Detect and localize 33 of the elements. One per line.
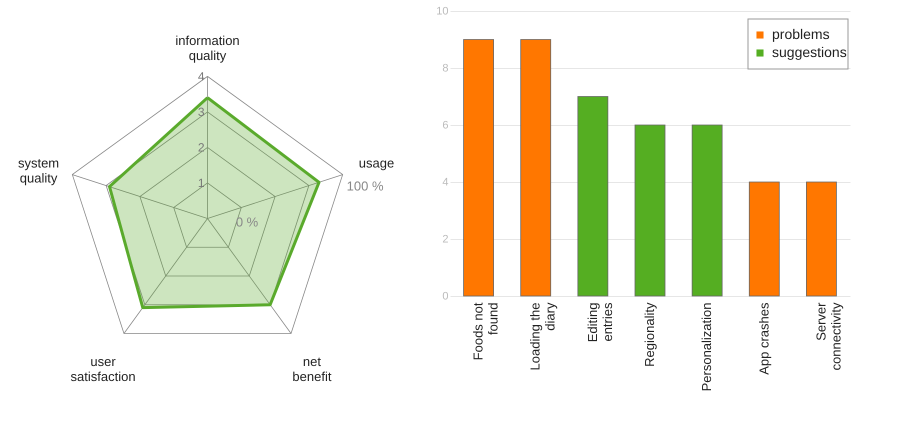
y-tick-label: 4 <box>198 69 205 84</box>
x-tick-label: Regionality <box>642 302 657 367</box>
legend-label: problems <box>772 26 830 42</box>
bar <box>463 39 494 296</box>
text: 0 % <box>236 214 259 230</box>
spoke-label: user satisfaction <box>70 354 136 384</box>
bar <box>577 96 608 296</box>
spoke-label: information quality <box>175 32 240 63</box>
bar <box>748 182 780 296</box>
y-tick-label: 3 <box>198 104 205 119</box>
legend-label: suggestions <box>772 44 847 60</box>
x-tick-label: Foods not found <box>470 302 501 360</box>
y-tick-label: 1 <box>198 176 205 190</box>
y-tick-label: 6 <box>442 120 448 132</box>
y-tick-label: 10 <box>436 6 448 18</box>
y-tick-label: 8 <box>442 62 448 74</box>
y-tick-label: 0 <box>442 290 448 302</box>
bar <box>806 182 837 296</box>
bar <box>692 124 723 296</box>
x-tick-label: App crashes <box>756 302 772 375</box>
text: 100 % <box>346 178 384 194</box>
y-tick-label: 2 <box>198 140 205 154</box>
x-tick-label: Server connectivity <box>813 302 844 370</box>
bar <box>520 39 552 296</box>
spoke-label: net benefit <box>292 354 332 384</box>
y-tick-label: 2 <box>442 234 448 246</box>
x-tick-label: Loading the diary <box>528 302 558 370</box>
spoke-label: system quality <box>18 156 60 186</box>
spoke-label: usage <box>358 156 394 171</box>
bar <box>634 124 666 296</box>
x-tick-label: Editing entries <box>584 302 615 342</box>
y-tick-label: 4 <box>442 176 448 188</box>
x-tick-label: Personalization <box>699 302 714 392</box>
